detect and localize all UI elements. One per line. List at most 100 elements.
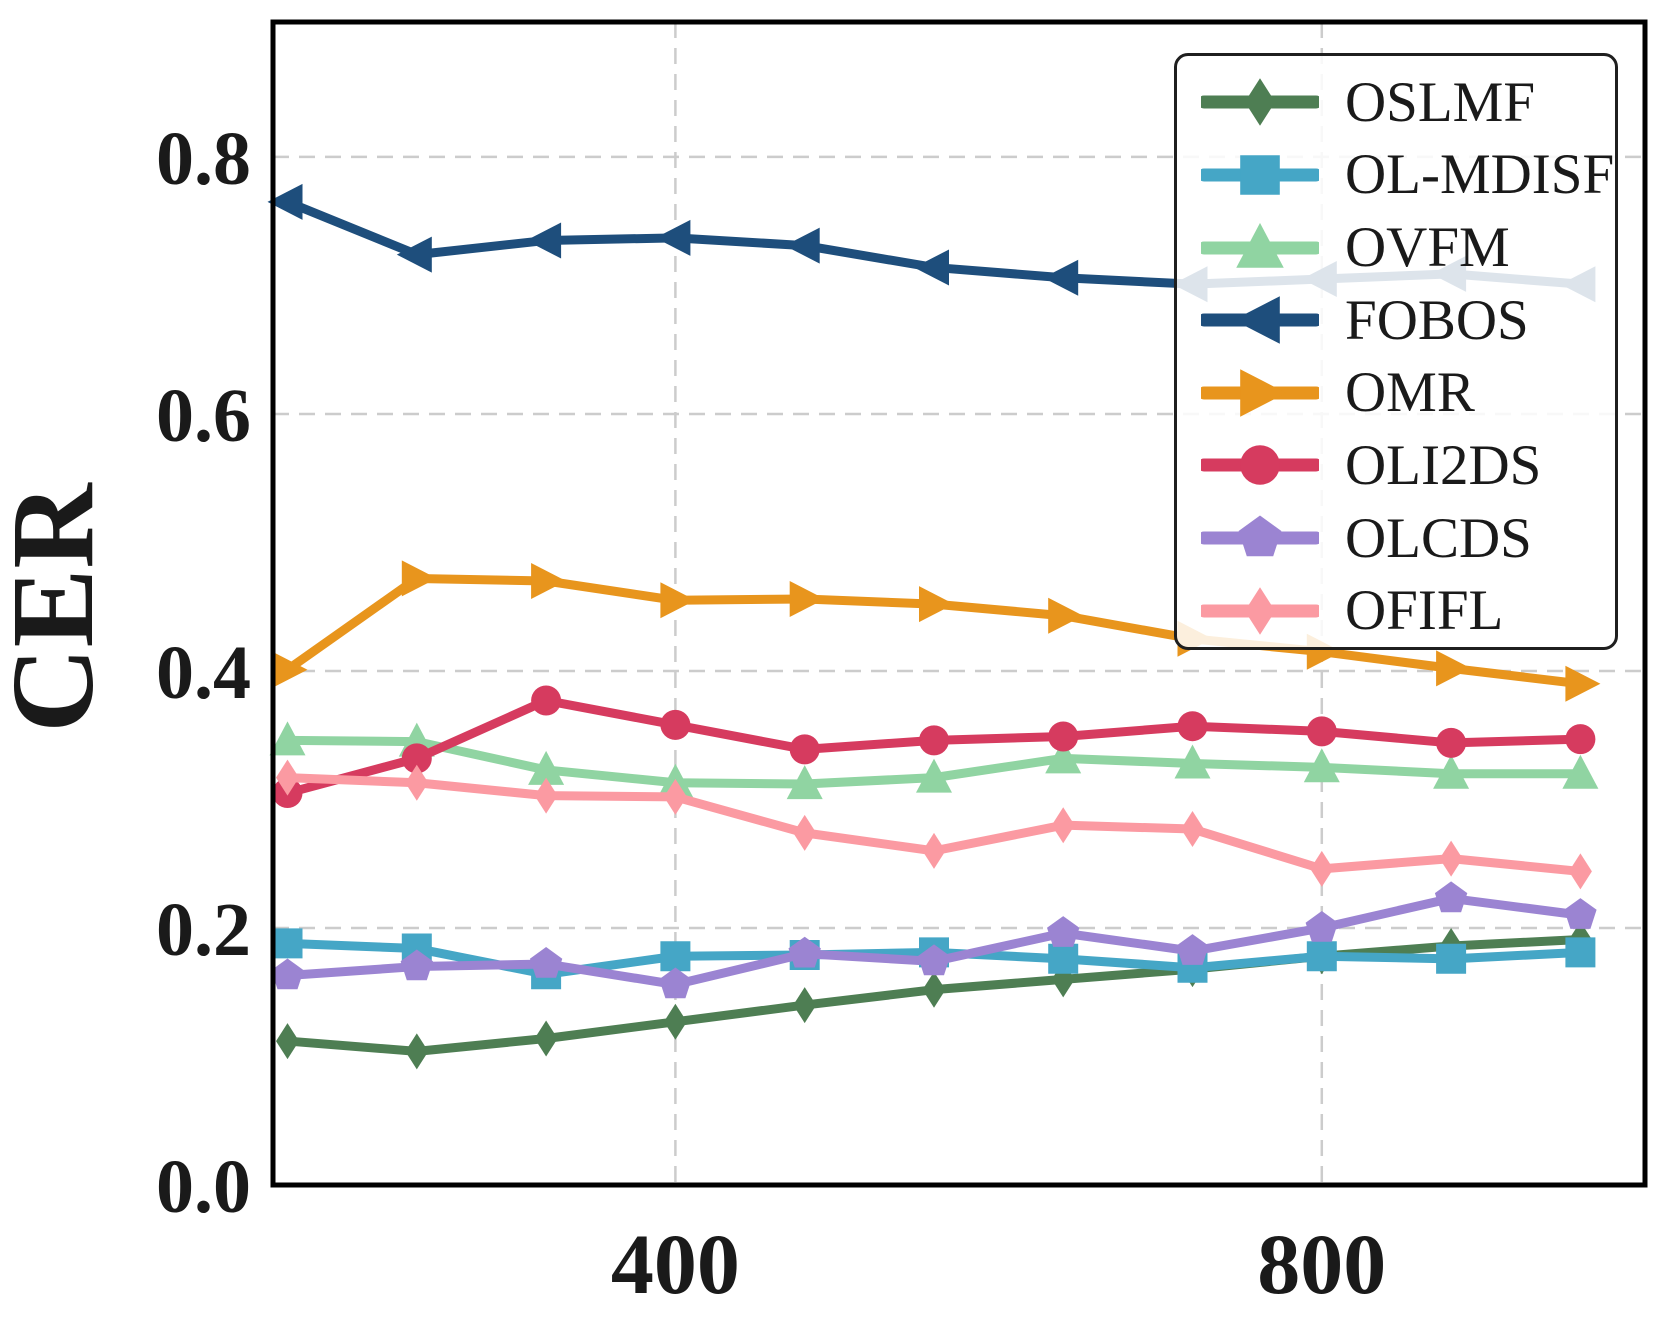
legend-item-ofifl: OFIFL: [1201, 575, 1615, 646]
y-tick-label: 0.6: [156, 374, 251, 458]
data-point-marker-ol-mdisf: [660, 941, 691, 972]
plot-border: [270, 19, 1648, 1188]
legend-marker-oslmf-icon: [1201, 78, 1319, 127]
data-point-marker-ovfm: [1174, 744, 1211, 779]
data-point-marker-oslmf: [663, 1003, 687, 1040]
data-point-marker-ofifl: [1181, 811, 1204, 847]
data-point-marker-omr: [660, 582, 696, 619]
data-point-marker-oli2ds: [1048, 721, 1079, 752]
series-markers-oli2ds: [272, 685, 1596, 808]
data-point-marker-oslmf: [276, 1023, 299, 1060]
legend-marker-ofifl-icon: [1201, 586, 1319, 635]
data-point-marker-omr: [919, 586, 954, 623]
data-point-marker-ovfm: [1045, 739, 1082, 774]
data-point-marker-omr: [531, 563, 567, 599]
legend-item-olcds: OLCDS: [1201, 503, 1615, 574]
data-point-marker-ofifl: [534, 777, 558, 814]
legend-marker-omr-icon: [1201, 369, 1319, 417]
data-point-marker-ofifl: [922, 832, 946, 869]
data-point-marker-oli2ds: [531, 685, 562, 716]
data-point-marker-oslmf: [534, 1020, 558, 1057]
data-point-marker-oslmf: [793, 987, 817, 1024]
legend-item-label: FOBOS: [1345, 288, 1529, 352]
y-tick-label: 0.4: [156, 631, 251, 715]
data-point-marker-olcds: [1434, 881, 1468, 913]
data-point-marker-fobos: [526, 222, 562, 259]
y-tick-label: 0.0: [156, 1145, 251, 1229]
data-point-marker-olcds: [529, 947, 563, 978]
data-point-marker-oli2ds: [919, 725, 949, 756]
data-point-marker-oli2ds: [789, 734, 820, 765]
legend-item-oslmf: OSLMF: [1201, 67, 1615, 138]
legend-box: OSLMF OL-MDISF OVFM FOBOS OMR OLI2DS OLCDS OFIF…: [1174, 53, 1618, 650]
legend-item-ovfm: OVFM: [1201, 212, 1615, 283]
series-ovfm: [269, 721, 1599, 800]
legend-item-label: OMR: [1345, 361, 1475, 425]
data-point-marker-ol-mdisf: [1436, 943, 1467, 974]
data-point-marker-ofifl: [1051, 807, 1075, 844]
series-layer: [267, 183, 1601, 1070]
data-point-marker-ol-mdisf: [1306, 941, 1337, 972]
y-axis-label: CER: [0, 482, 118, 733]
data-point-marker-ovfm: [1303, 748, 1340, 783]
data-point-marker-fobos: [784, 227, 820, 264]
data-point-marker-oli2ds: [1436, 727, 1467, 758]
data-point-marker-fobos: [396, 236, 432, 273]
legend-item-ol-mdisf: OL-MDISF: [1201, 139, 1615, 210]
x-tick-label: 800: [1257, 1216, 1386, 1312]
legend-item-omr: OMR: [1201, 357, 1615, 428]
data-point-marker-ofifl: [1568, 853, 1592, 890]
data-point-marker-ovfm: [916, 758, 952, 793]
data-point-marker-ol-mdisf: [272, 928, 303, 959]
data-point-marker-oli2ds: [1306, 716, 1337, 747]
data-point-marker-fobos: [1043, 259, 1079, 296]
legend-item-fobos: FOBOS: [1201, 285, 1615, 356]
legend-marker-fobos-icon: [1201, 296, 1319, 344]
data-point-marker-ofifl: [405, 764, 429, 801]
data-point-marker-omr: [789, 581, 825, 617]
legend-item-label: OSLMF: [1345, 70, 1536, 134]
data-point-marker-olcds: [917, 944, 951, 976]
legend-marker-ol-mdisf-icon: [1201, 155, 1319, 195]
series-markers-olcds: [271, 881, 1597, 999]
data-point-marker-ovfm: [528, 750, 565, 785]
data-point-marker-ofifl: [1310, 850, 1334, 887]
data-point-marker-fobos: [914, 249, 949, 286]
legend-item-label: OLI2DS: [1345, 433, 1542, 497]
y-tick-label: 0.2: [156, 888, 251, 972]
legend-item-label: OFIFL: [1345, 579, 1504, 643]
legend-item-oli2ds: OLI2DS: [1201, 430, 1615, 501]
data-point-marker-olcds: [788, 936, 821, 968]
data-point-marker-olcds: [1305, 911, 1338, 942]
legend-item-label: OVFM: [1345, 216, 1510, 280]
legend-marker-ovfm-icon: [1201, 222, 1319, 268]
series-markers-ofifl: [276, 759, 1592, 890]
data-point-marker-olcds: [659, 967, 692, 999]
data-point-marker-omr: [401, 560, 437, 597]
data-point-marker-olcds: [400, 949, 433, 981]
data-point-marker-ofifl: [663, 778, 687, 815]
data-point-marker-olcds: [1047, 916, 1080, 947]
data-point-marker-oli2ds: [1177, 711, 1208, 742]
axis-layer: 0.0 0.2 0.4 0.6 0.8 400 800: [156, 19, 1648, 1312]
series-olcds: [271, 881, 1597, 999]
data-point-marker-oli2ds: [660, 709, 691, 740]
series-markers-ovfm: [269, 721, 1599, 800]
data-point-marker-ofifl: [793, 814, 817, 851]
legend-marker-oli2ds-icon: [1201, 445, 1319, 486]
data-point-marker-oslmf: [922, 971, 946, 1008]
data-point-marker-ovfm: [1433, 754, 1470, 789]
data-point-marker-ofifl: [276, 759, 299, 796]
data-point-marker-fobos: [655, 219, 691, 256]
legend-item-label: OLCDS: [1345, 506, 1532, 570]
data-point-marker-oli2ds: [1565, 724, 1596, 755]
data-point-marker-ovfm: [1562, 754, 1599, 789]
data-point-marker-omr: [1048, 597, 1084, 634]
data-point-marker-ovfm: [786, 765, 823, 800]
data-point-marker-oli2ds: [401, 743, 432, 774]
series-markers-omr: [272, 560, 1601, 702]
data-point-marker-ofifl: [1439, 840, 1463, 877]
data-point-marker-omr: [1436, 650, 1472, 687]
